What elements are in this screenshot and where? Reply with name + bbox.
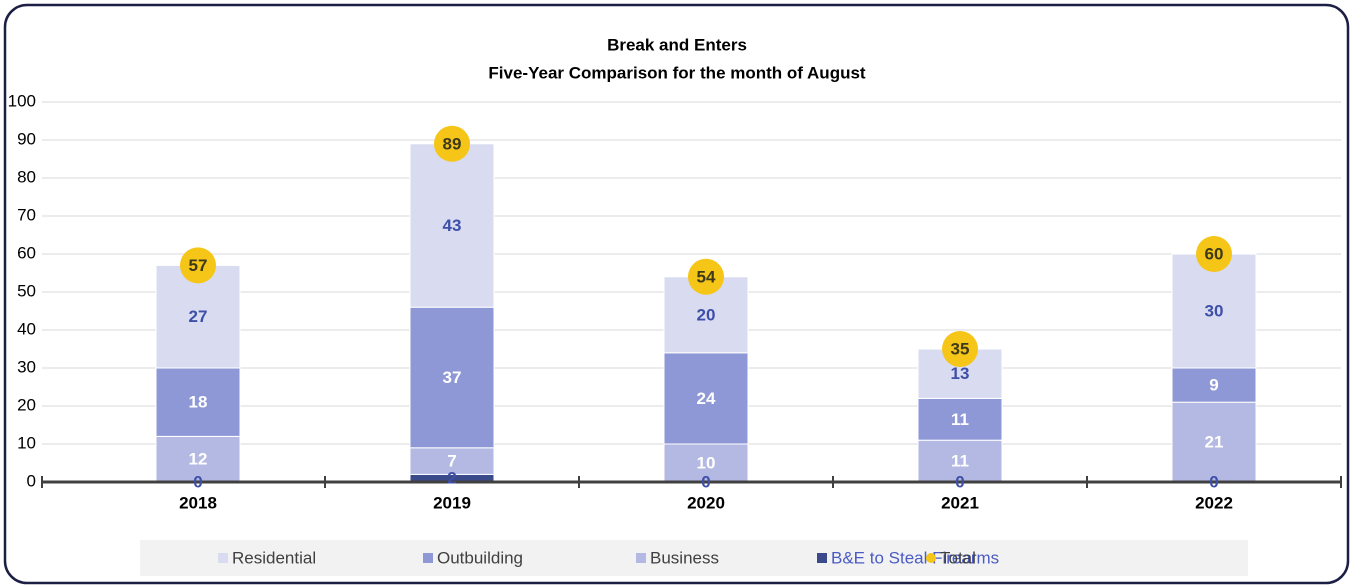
data-label: 0	[701, 472, 710, 491]
data-label: 20	[697, 305, 716, 324]
data-label: 11	[951, 452, 969, 471]
legend-marker	[218, 553, 228, 563]
bar-segment	[663, 276, 749, 354]
legend-label: Total	[940, 548, 976, 567]
y-tick-label: 30	[17, 357, 36, 376]
total-marker	[434, 125, 470, 162]
y-tick-label: 60	[17, 243, 36, 262]
bar-segment	[1171, 253, 1257, 369]
chart-subtitle: Five-Year Comparison for the month of Au…	[488, 63, 866, 82]
data-label: 11	[951, 410, 969, 429]
total-label: 54	[697, 267, 716, 286]
chart-title: Break and Enters	[607, 35, 747, 54]
total-marker	[942, 331, 978, 367]
data-label: 2	[447, 469, 456, 488]
bar-segment	[409, 447, 495, 475]
data-label: 30	[1205, 301, 1224, 320]
bar-segment	[155, 367, 241, 437]
bar-segment	[917, 397, 1003, 441]
y-tick-label: 80	[17, 167, 36, 186]
x-tick-label: 2021	[941, 493, 979, 512]
data-label: 12	[189, 450, 208, 469]
y-tick-label: 100	[8, 91, 36, 110]
bar-segment	[155, 435, 241, 483]
x-tick-label: 2019	[433, 493, 471, 512]
data-label: 21	[1205, 433, 1224, 452]
total-label: 89	[443, 134, 462, 153]
y-tick-label: 10	[17, 433, 36, 452]
data-label: 18	[189, 393, 208, 412]
y-tick-label: 50	[17, 281, 36, 300]
data-label: 0	[955, 472, 964, 491]
bar-segment	[409, 306, 495, 449]
x-tick-label: 2018	[179, 493, 217, 512]
data-label: 43	[443, 216, 462, 235]
data-label: 13	[951, 364, 970, 383]
bar-segment	[409, 143, 495, 308]
legend-box	[140, 540, 1248, 576]
legend-marker	[817, 553, 827, 563]
data-label: 27	[189, 307, 208, 326]
y-tick-label: 40	[17, 319, 36, 338]
legend-marker	[636, 553, 646, 563]
legend-label: Residential	[232, 548, 316, 567]
bar-segment	[1171, 401, 1257, 483]
total-label: 35	[951, 339, 970, 358]
bar-segment	[917, 439, 1003, 483]
y-tick-label: 0	[27, 471, 36, 490]
data-label: 0	[1209, 472, 1218, 491]
total-label: 60	[1205, 244, 1224, 263]
data-label: 0	[193, 472, 202, 491]
x-tick-label: 2020	[687, 493, 725, 512]
total-marker	[688, 258, 724, 295]
legend-marker	[926, 553, 936, 563]
total-label: 57	[189, 256, 208, 275]
legend-label: B&E to Steal Firearms	[831, 548, 999, 567]
data-label: 24	[697, 389, 716, 408]
y-tick-label: 70	[17, 205, 36, 224]
data-label: 7	[447, 452, 456, 471]
total-marker	[1196, 236, 1232, 272]
total-marker	[180, 247, 216, 284]
y-tick-label: 20	[17, 395, 36, 414]
data-label: 9	[1209, 376, 1218, 395]
data-label: 10	[697, 453, 716, 472]
data-label: 37	[443, 368, 462, 387]
legend-marker	[423, 553, 433, 563]
legend-label: Business	[650, 548, 719, 567]
x-tick-label: 2022	[1195, 493, 1233, 512]
y-tick-label: 90	[17, 129, 36, 148]
legend-label: Outbuilding	[437, 548, 523, 567]
bar-segment	[1171, 367, 1257, 403]
